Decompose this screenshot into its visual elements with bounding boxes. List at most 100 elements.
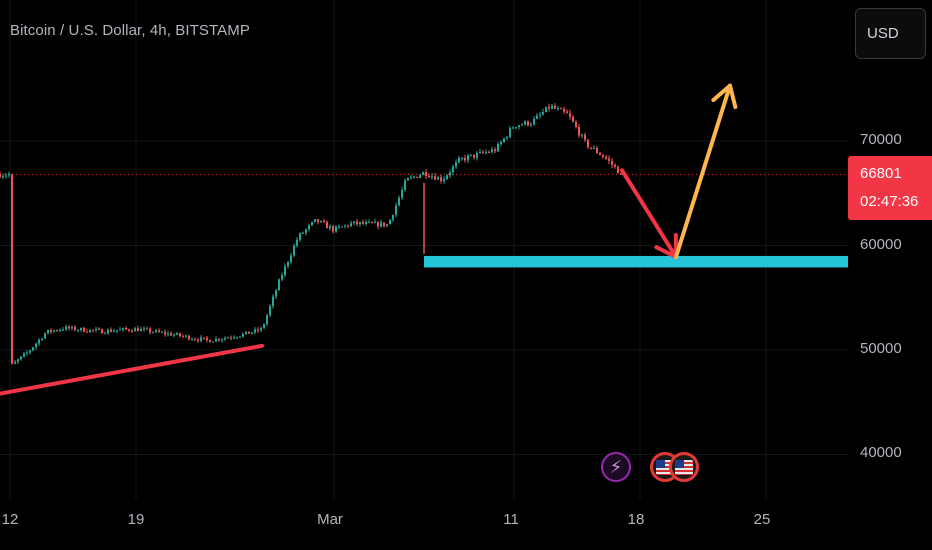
candlestick-series xyxy=(0,103,622,365)
candle-body xyxy=(44,333,46,339)
candle-body xyxy=(23,353,25,357)
candle-body xyxy=(491,149,493,153)
candle-body xyxy=(230,337,232,339)
arrow-head xyxy=(728,83,738,109)
candle-body xyxy=(350,223,352,227)
candle-body xyxy=(620,173,622,175)
candle-body xyxy=(299,233,301,240)
support-zone[interactable] xyxy=(424,255,848,268)
candle-body xyxy=(374,221,376,223)
candle-body xyxy=(590,147,592,149)
candle-body xyxy=(500,142,502,145)
candle-body xyxy=(494,149,496,152)
candle-body xyxy=(233,337,235,339)
candle-body xyxy=(569,113,571,117)
candle-body xyxy=(473,154,475,158)
candle-body xyxy=(272,296,274,307)
candle-body xyxy=(386,224,388,227)
arrow-head xyxy=(654,245,678,259)
currency-button[interactable]: USD xyxy=(855,8,926,59)
candle-body xyxy=(485,152,487,154)
arrow-up[interactable] xyxy=(674,83,738,259)
candle-body xyxy=(368,221,370,223)
trendline[interactable] xyxy=(0,343,264,415)
candle-body xyxy=(125,328,127,330)
candle-body xyxy=(566,111,568,114)
bar-countdown: 02:47:36 xyxy=(860,193,919,210)
candle-body xyxy=(401,189,403,198)
candle-body xyxy=(452,166,454,173)
candle-body xyxy=(281,275,283,280)
candle-body xyxy=(227,337,229,339)
candle-body xyxy=(158,330,160,332)
candle-body xyxy=(506,137,508,139)
candle-body xyxy=(467,155,469,161)
candle-body xyxy=(170,333,172,336)
candle-body xyxy=(14,361,16,364)
candle-body xyxy=(317,219,319,223)
candle-body xyxy=(530,124,532,126)
candle-body xyxy=(413,176,415,178)
candle-body xyxy=(344,225,346,227)
candle-body xyxy=(305,229,307,233)
candle-body xyxy=(431,176,433,178)
candle-body xyxy=(389,219,391,225)
candle-body xyxy=(248,331,250,334)
candle-body xyxy=(0,174,1,178)
candle-body xyxy=(128,329,130,331)
candle-body xyxy=(515,127,517,129)
candle-body xyxy=(218,338,220,341)
arrow-shaft xyxy=(674,83,732,259)
us-flag-event-icon[interactable] xyxy=(669,452,699,482)
candle-body xyxy=(359,222,361,225)
arrow-down[interactable] xyxy=(620,168,678,259)
candle-body xyxy=(320,220,322,223)
candle-body xyxy=(605,156,607,159)
candle-body xyxy=(119,329,121,331)
candle-body xyxy=(239,336,241,338)
candle-body xyxy=(266,315,268,325)
candle-body xyxy=(545,106,547,113)
candle-body xyxy=(98,329,100,331)
candle-body xyxy=(464,157,466,161)
candle-body xyxy=(347,225,349,227)
arrow-shaft xyxy=(620,168,678,259)
candle-body xyxy=(188,335,190,340)
candle-body xyxy=(509,128,511,138)
candle-body xyxy=(179,333,181,336)
candle-body xyxy=(50,329,52,332)
candle-body xyxy=(461,157,463,159)
candle-body xyxy=(596,148,598,153)
last-price-badge: 66801 02:47:36 xyxy=(848,156,932,220)
x-tick-label: 19 xyxy=(127,511,145,528)
lightning-event-icon[interactable]: ⚡ xyxy=(601,452,631,482)
candle-body xyxy=(56,330,58,332)
candle-body xyxy=(425,171,427,177)
candle-body xyxy=(497,144,499,152)
candle-body xyxy=(575,121,577,128)
candle-body xyxy=(527,121,529,126)
candle-body xyxy=(185,335,187,337)
candle-body xyxy=(488,152,490,154)
candle-body xyxy=(209,339,211,343)
candle-body xyxy=(140,328,142,332)
candle-body xyxy=(200,337,202,341)
candle-body xyxy=(59,329,61,331)
symbol-title[interactable]: Bitcoin / U.S. Dollar, 4h, BITSTAMP xyxy=(10,22,250,39)
candle-body xyxy=(362,222,364,224)
candle-body xyxy=(17,359,19,362)
candle-body xyxy=(470,154,472,156)
candle-body xyxy=(524,121,526,125)
x-tick-label: 11 xyxy=(503,511,519,528)
candle-body xyxy=(194,339,196,341)
x-tick-label: 12 xyxy=(1,511,19,528)
candle-body xyxy=(428,176,430,178)
candle-body xyxy=(335,226,337,232)
candle-body xyxy=(77,330,79,332)
candle-body xyxy=(572,116,574,122)
candle-body xyxy=(581,134,583,136)
candle-body xyxy=(380,222,382,227)
candle-body xyxy=(251,332,253,334)
candle-body xyxy=(242,333,244,337)
